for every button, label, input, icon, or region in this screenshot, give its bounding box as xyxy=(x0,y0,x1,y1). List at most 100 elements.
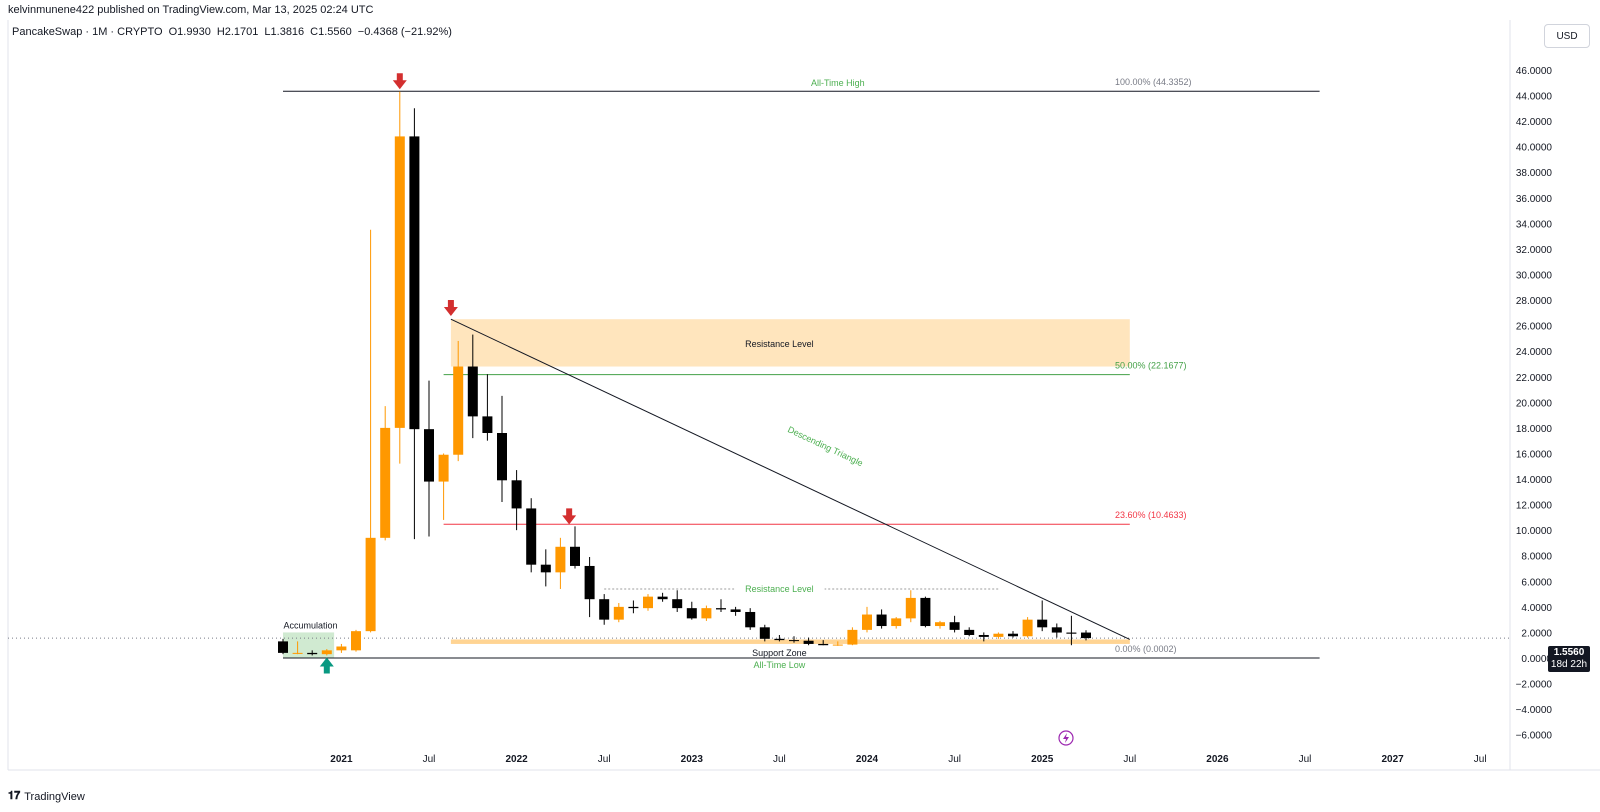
publisher-info: kelvinmunene422 published on TradingView… xyxy=(8,4,374,16)
candle-body xyxy=(949,622,960,630)
x-tick-label: 2025 xyxy=(1031,754,1054,765)
candle-body xyxy=(1066,632,1077,634)
candle-body xyxy=(657,596,668,600)
candle-body xyxy=(365,537,376,632)
y-tick-label: 12.0000 xyxy=(1516,501,1553,512)
close-value: C1.5560 xyxy=(310,26,352,38)
current-price-value: 1.5560 xyxy=(1553,647,1585,658)
candle-body xyxy=(993,633,1004,637)
trendline-label-bg xyxy=(788,424,863,468)
level-label-bg xyxy=(734,582,825,594)
candle-body xyxy=(336,646,347,651)
candle-body xyxy=(978,634,989,637)
candle-body xyxy=(935,622,945,627)
symbol-legend: PancakeSwap · 1M · CRYPTO O1.9930 H2.170… xyxy=(12,26,452,38)
lightning-event-icon xyxy=(1058,730,1074,746)
y-tick-label: 0.0000 xyxy=(1521,654,1552,665)
bar-countdown: 18d 22h xyxy=(1550,659,1588,670)
candle-body xyxy=(716,608,726,610)
candle-body xyxy=(818,643,829,646)
level-label: Resistance Level xyxy=(745,584,814,594)
candle-body xyxy=(278,641,288,653)
low-value: L1.3816 xyxy=(264,26,305,38)
candle-body xyxy=(672,599,683,609)
zone-rect xyxy=(450,319,1130,367)
y-tick-label: 28.0000 xyxy=(1516,296,1553,307)
candle-body xyxy=(730,609,741,612)
y-tick-label: 14.0000 xyxy=(1516,475,1553,486)
candle-body xyxy=(526,508,537,565)
x-tick-label: 2024 xyxy=(856,754,879,765)
y-tick-label: 32.0000 xyxy=(1516,245,1553,256)
candle-body xyxy=(891,618,902,627)
candle-body xyxy=(511,480,522,509)
level-label: All-Time Low xyxy=(754,660,806,670)
y-tick-label: 36.0000 xyxy=(1516,194,1553,205)
zone-label: Resistance Level xyxy=(745,339,814,349)
y-tick-label: −2.0000 xyxy=(1516,680,1553,691)
y-tick-label: 16.0000 xyxy=(1516,449,1553,460)
x-tick-label: 2027 xyxy=(1381,754,1404,765)
y-tick-label: −4.0000 xyxy=(1516,705,1553,716)
candle-body xyxy=(701,608,712,619)
up-arrow-icon xyxy=(319,657,334,674)
trendline-label: Descending Triangle xyxy=(786,424,864,468)
candle-body xyxy=(613,606,624,620)
candle-body xyxy=(424,429,434,482)
y-tick-label: 44.0000 xyxy=(1516,92,1553,103)
candle-body xyxy=(438,454,449,482)
x-tick-label: 2026 xyxy=(1206,754,1229,765)
descending-trendline xyxy=(450,318,1131,640)
candle-body xyxy=(1022,619,1033,637)
candle-body xyxy=(964,629,975,635)
x-tick-label: Jul xyxy=(773,754,786,765)
y-tick-label: 46.0000 xyxy=(1516,66,1553,77)
symbol-name[interactable]: PancakeSwap · 1M · CRYPTO xyxy=(12,26,163,38)
y-tick-label: 40.0000 xyxy=(1516,143,1553,154)
y-tick-label: 26.0000 xyxy=(1516,322,1553,333)
y-tick-label: 6.0000 xyxy=(1521,577,1552,588)
zone-rect xyxy=(450,639,1130,644)
candle-body xyxy=(497,433,507,481)
candle-body xyxy=(467,366,478,417)
lightning-bolt-icon xyxy=(1063,733,1069,743)
y-tick-label: −6.0000 xyxy=(1516,731,1553,742)
candle-body xyxy=(774,638,785,641)
candle-body xyxy=(862,614,872,630)
candle-body xyxy=(920,597,931,627)
candle-body xyxy=(540,564,551,573)
change-value: −0.4368 (−21.92%) xyxy=(357,26,452,38)
y-tick-label: 2.0000 xyxy=(1521,628,1552,639)
candle-body xyxy=(847,629,858,645)
candle-body xyxy=(380,427,391,538)
x-tick-label: 2023 xyxy=(681,754,704,765)
candle-body xyxy=(321,650,332,655)
candle-body xyxy=(745,611,756,628)
zone-label: Support Zone xyxy=(752,648,807,658)
y-tick-label: 22.0000 xyxy=(1516,373,1553,384)
down-arrow-icon xyxy=(562,508,577,525)
high-value: H2.1701 xyxy=(216,26,259,38)
y-tick-label: 18.0000 xyxy=(1516,424,1553,435)
candle-body xyxy=(628,606,639,609)
brand-name: TradingView xyxy=(24,790,85,803)
down-arrow-icon xyxy=(443,299,458,316)
tradingview-logo[interactable]: 𝟏𝟕 TradingView xyxy=(8,790,85,803)
candle-body xyxy=(686,608,697,619)
x-tick-label: Jul xyxy=(598,754,611,765)
y-tick-label: 24.0000 xyxy=(1516,347,1553,358)
candle-body xyxy=(832,644,843,646)
candle-body xyxy=(351,631,361,651)
candle-body xyxy=(584,565,595,600)
candle-body xyxy=(876,614,887,627)
candle-body xyxy=(453,366,464,455)
candle-body xyxy=(803,640,814,644)
tradingview-logo-icon: 𝟏𝟕 xyxy=(8,790,21,802)
x-tick-label: 2021 xyxy=(330,754,353,765)
y-tick-label: 8.0000 xyxy=(1521,552,1552,563)
currency-button[interactable]: USD xyxy=(1544,24,1590,48)
candle-body xyxy=(789,640,799,642)
x-tick-label: 2022 xyxy=(505,754,528,765)
candle-body xyxy=(555,546,566,573)
